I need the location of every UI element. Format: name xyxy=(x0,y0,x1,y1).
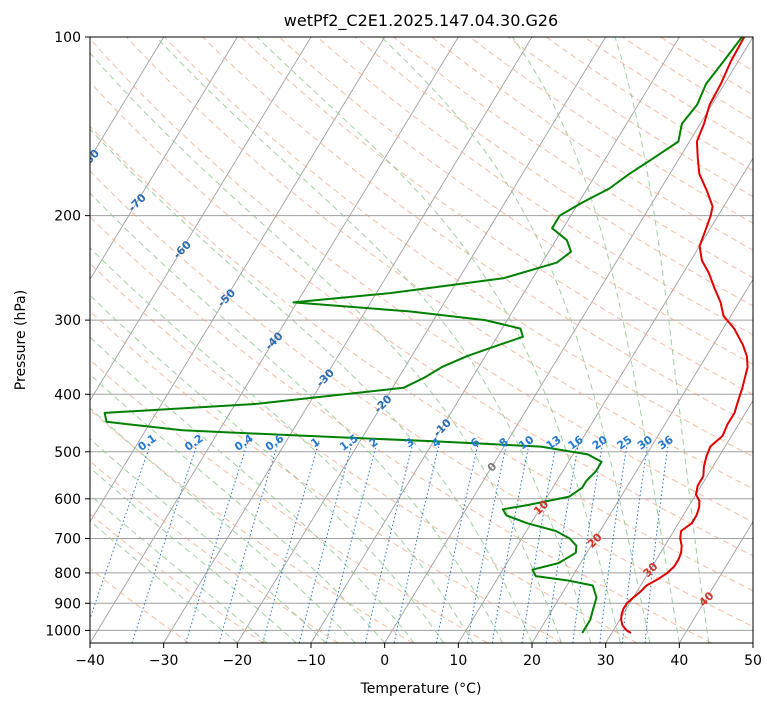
mixing-ratio-line xyxy=(491,441,531,643)
x-tick-label: −40 xyxy=(75,653,105,669)
y-tick-label: 700 xyxy=(54,532,81,548)
y-tick-label: 1000 xyxy=(45,623,81,639)
dry-adiabat-line xyxy=(507,37,753,198)
dry-adiabat-line xyxy=(90,81,753,557)
isotherm-line xyxy=(90,37,459,643)
isotherm-line xyxy=(236,37,607,643)
isotherm-line xyxy=(531,278,753,643)
moist-adiabat-line xyxy=(90,467,297,643)
dewpoint-profile-line xyxy=(103,37,743,634)
dry-adiabat-line xyxy=(469,37,753,224)
mixing-ratio-line xyxy=(545,441,580,643)
dry-adiabat-line xyxy=(164,37,753,458)
isotherm-line xyxy=(90,37,165,160)
dry-adiabat-line xyxy=(584,37,753,146)
x-tick-label: 30 xyxy=(597,653,615,669)
mixing-ratio-line xyxy=(90,441,152,621)
dry-adiabat-line xyxy=(90,513,264,643)
mixing-ratio-line xyxy=(364,441,414,643)
dry-adiabat-line xyxy=(278,37,753,365)
mixing-ratio-line xyxy=(185,441,249,643)
dry-adiabat-line xyxy=(202,37,753,426)
temperature-profile-line xyxy=(620,37,749,634)
chart-title: wetPf2_C2E1.2025.147.04.30.G26 xyxy=(284,11,558,31)
axis-ticks: −40 −30 −20 −10 0 10 20 30 40 50 100 200 300 400 500 60… xyxy=(45,30,762,669)
x-tick-label: 40 xyxy=(670,653,688,669)
isotherm-line xyxy=(457,157,753,643)
moist-adiabat-line xyxy=(155,37,592,643)
isotherm-line xyxy=(678,520,753,643)
moist-adiabat-line xyxy=(90,128,533,643)
mixing-ratio-line xyxy=(621,441,649,643)
x-tick-label: 20 xyxy=(523,653,541,669)
mixing-ratio-line xyxy=(599,441,628,643)
mixing-ratio-line xyxy=(218,441,280,643)
mixing-ratio-line xyxy=(298,441,354,643)
y-tick-label: 300 xyxy=(54,313,81,329)
y-tick-label: 800 xyxy=(54,566,81,582)
dry-adiabat-line xyxy=(90,38,753,523)
plot-frame xyxy=(89,36,754,644)
y-tick-label: 500 xyxy=(54,445,81,461)
mixing-ratio-line xyxy=(325,441,378,643)
mixing-ratio-line xyxy=(572,441,604,643)
y-axis-title: Pressure (hPa) xyxy=(13,290,29,390)
moist-adiabat-line xyxy=(380,37,651,643)
dry-adiabat-line xyxy=(90,409,414,643)
x-axis-title: Temperature (°C) xyxy=(360,681,482,697)
moist-adiabat-line xyxy=(90,52,562,643)
mixing-ratio-line xyxy=(262,441,320,643)
mixing-ratio-line xyxy=(393,441,441,643)
x-tick-label: 0 xyxy=(380,653,389,669)
y-tick-label: 600 xyxy=(54,492,81,508)
isotherm-line xyxy=(384,37,753,643)
isotherm-line xyxy=(163,37,533,643)
moist-adiabat-line xyxy=(90,336,415,643)
profile-lines xyxy=(103,37,749,634)
isotherm-line xyxy=(90,37,238,281)
dry-adiabat-line xyxy=(90,310,563,643)
y-tick-label: 900 xyxy=(54,596,81,612)
mixing-ratio-line xyxy=(521,441,558,643)
dry-adiabat-line xyxy=(90,216,712,643)
y-tick-label: 100 xyxy=(54,30,81,46)
isotherm-line xyxy=(605,399,753,643)
dry-adiabat-line xyxy=(431,37,753,251)
dry-adiabat-line xyxy=(240,37,753,395)
moist-adiabat-line xyxy=(90,294,445,643)
background-lines xyxy=(90,37,753,643)
moist-adiabat-line xyxy=(256,37,621,643)
mixing-ratio-line xyxy=(435,441,480,643)
moist-adiabat-line xyxy=(90,373,386,643)
y-tick-label: 200 xyxy=(54,209,81,225)
x-tick-label: 50 xyxy=(744,653,762,669)
mixing-ratio-line xyxy=(644,441,670,643)
moist-adiabat-line xyxy=(90,438,327,643)
isotherm-line xyxy=(90,37,386,523)
y-tick-label: 400 xyxy=(54,387,81,403)
mixing-ratio-line xyxy=(467,441,508,643)
isotherm-line xyxy=(90,37,312,402)
x-tick-label: 10 xyxy=(449,653,467,669)
moist-adiabat-line xyxy=(511,37,680,643)
moist-adiabat-line xyxy=(614,37,710,643)
x-tick-label: −20 xyxy=(223,653,253,669)
x-tick-label: −10 xyxy=(296,653,326,669)
dry-adiabat-line xyxy=(90,262,638,643)
moist-adiabat-line xyxy=(90,247,474,643)
dry-adiabat-line xyxy=(126,37,753,490)
x-tick-label: −30 xyxy=(149,653,179,669)
